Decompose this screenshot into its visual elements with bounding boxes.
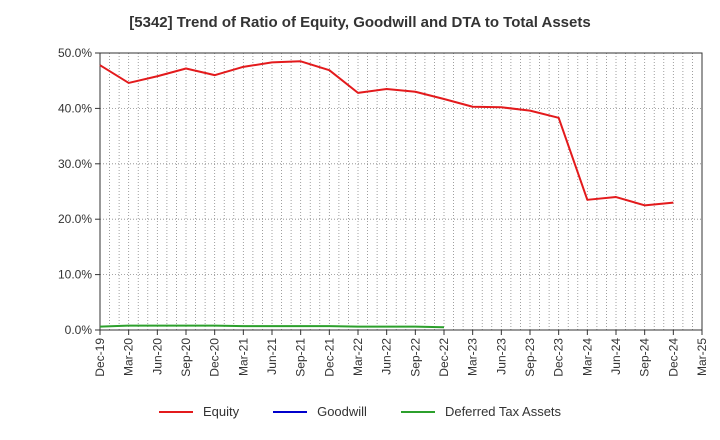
series-line-deferred-tax-assets — [99, 324, 445, 329]
legend-swatch-deferred-tax-assets — [400, 410, 435, 413]
y-tick-label: 10.0% — [58, 268, 92, 282]
y-tick-label: 20.0% — [58, 212, 92, 226]
x-tick-label: Sep-21 — [294, 338, 308, 377]
x-tick-label: Mar-21 — [236, 338, 250, 376]
series-lines — [99, 60, 674, 329]
x-axis: Dec-19 Mar-20 Jun-20 Sep-20 Dec-20 Mar-21 Jun-… — [93, 330, 709, 377]
x-tick-label: Mar-20 — [122, 338, 136, 376]
plot-border — [99, 52, 703, 331]
x-tick-label: Jun-21 — [265, 338, 279, 375]
x-tick-label: Mar-23 — [466, 338, 480, 376]
y-axis: 0.0% 10.0% 20.0% 30.0% 40.0% 50.0% — [58, 46, 100, 337]
x-tick-label: Dec-23 — [552, 338, 566, 377]
x-tick-label: Dec-22 — [437, 338, 451, 377]
y-tick-label: 30.0% — [58, 157, 92, 171]
x-tick-label: Dec-19 — [93, 338, 107, 377]
x-tick-label: Mar-24 — [580, 338, 594, 376]
chart-title: [5342] Trend of Ratio of Equity, Goodwil… — [129, 14, 591, 31]
legend-item-goodwill: Goodwill — [273, 404, 367, 419]
y-tick-label: 0.0% — [65, 323, 93, 337]
x-tick-label: Dec-21 — [322, 338, 336, 377]
x-tick-label: Jun-23 — [494, 338, 508, 375]
x-tick-label: Mar-22 — [351, 338, 365, 376]
x-tick-label: Dec-24 — [666, 338, 680, 377]
series-line-equity — [99, 60, 674, 207]
grid-lines — [100, 53, 702, 330]
x-tick-label: Jun-20 — [150, 338, 164, 375]
x-tick-label: Mar-25 — [695, 338, 709, 376]
x-tick-label: Sep-20 — [179, 338, 193, 377]
x-tick-label: Jun-22 — [380, 338, 394, 375]
legend-label-equity: Equity — [202, 404, 240, 419]
legend-swatch-equity — [158, 410, 193, 413]
legend-swatch-goodwill — [273, 410, 308, 413]
x-tick-label: Sep-23 — [523, 338, 537, 377]
plot-frame — [99, 52, 703, 331]
y-tick-label: 50.0% — [58, 46, 92, 60]
legend-label-goodwill: Goodwill — [317, 404, 367, 419]
y-tick-label: 40.0% — [58, 101, 92, 115]
x-tick-label: Dec-20 — [208, 338, 222, 377]
legend-label-deferred-tax-assets: Deferred Tax Assets — [444, 404, 562, 419]
x-tick-label: Sep-24 — [638, 338, 652, 377]
legend: Equity Goodwill Deferred Tax Assets — [0, 404, 720, 419]
x-tick-label: Sep-22 — [408, 338, 422, 377]
x-tick-label: Jun-24 — [609, 338, 623, 375]
legend-item-equity: Equity — [158, 404, 240, 419]
legend-item-deferred-tax-assets: Deferred Tax Assets — [400, 404, 562, 419]
